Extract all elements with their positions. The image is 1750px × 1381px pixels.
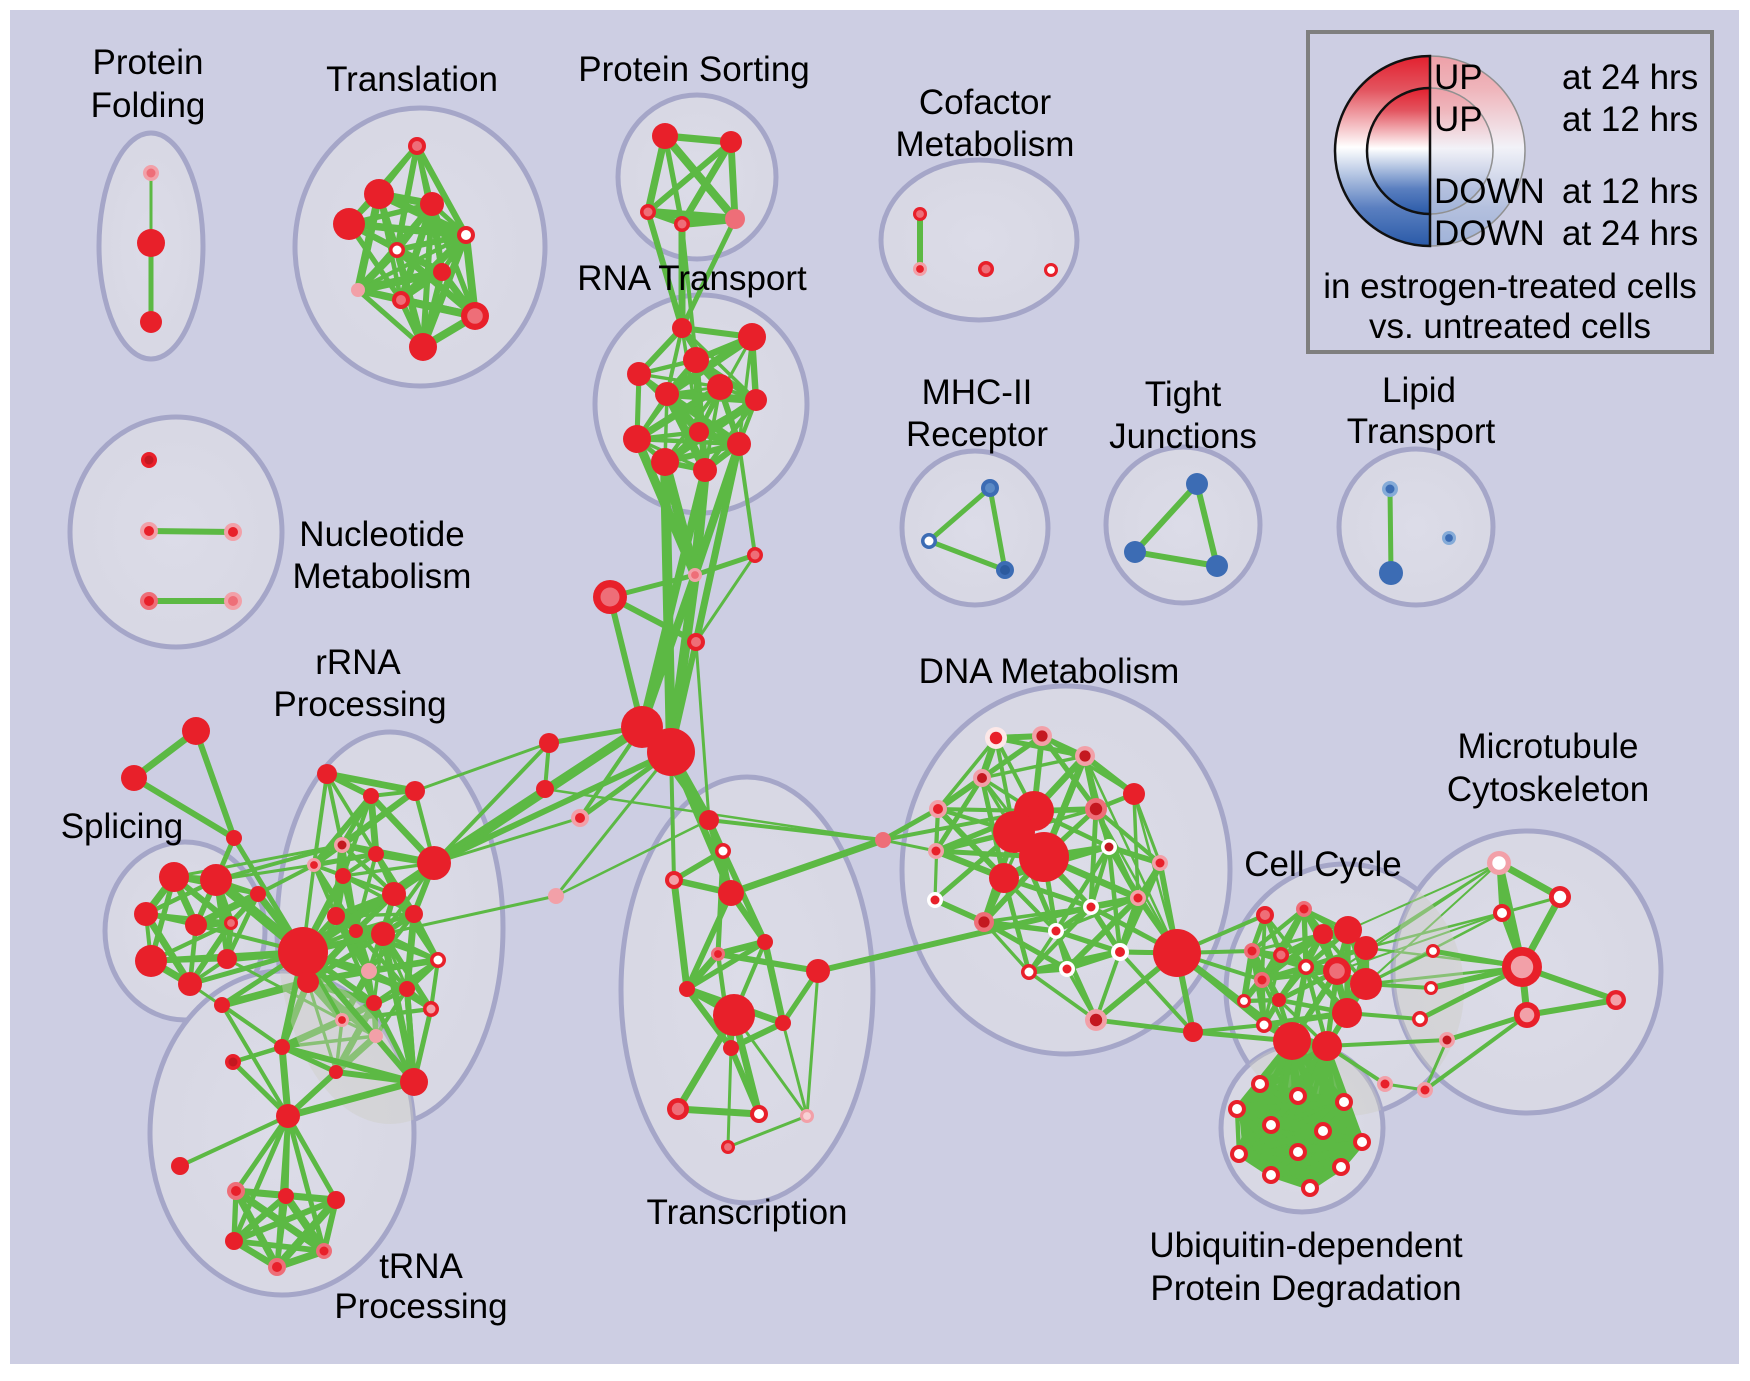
svg-text:Translation: Translation xyxy=(326,60,498,99)
svg-text:at 24 hrs: at 24 hrs xyxy=(1562,214,1698,253)
svg-text:DNA Metabolism: DNA Metabolism xyxy=(919,652,1180,691)
svg-text:MHC-II: MHC-II xyxy=(922,373,1033,412)
svg-text:Folding: Folding xyxy=(91,86,206,125)
svg-text:Tight: Tight xyxy=(1145,375,1222,414)
svg-text:Junctions: Junctions xyxy=(1109,417,1257,456)
svg-text:UP: UP xyxy=(1434,100,1483,139)
svg-text:vs. untreated cells: vs. untreated cells xyxy=(1369,307,1651,346)
svg-text:Nucleotide: Nucleotide xyxy=(299,515,464,554)
svg-text:Cytoskeleton: Cytoskeleton xyxy=(1447,770,1649,809)
svg-text:at 12 hrs: at 12 hrs xyxy=(1562,100,1698,139)
svg-text:Transcription: Transcription xyxy=(647,1193,848,1232)
svg-text:Protein Degradation: Protein Degradation xyxy=(1150,1269,1461,1308)
svg-text:Processing: Processing xyxy=(334,1287,507,1326)
svg-text:at 24 hrs: at 24 hrs xyxy=(1562,58,1698,97)
svg-text:Transport: Transport xyxy=(1347,412,1496,451)
svg-text:Cell Cycle: Cell Cycle xyxy=(1244,845,1402,884)
svg-text:Ubiquitin-dependent: Ubiquitin-dependent xyxy=(1149,1226,1463,1265)
svg-text:Microtubule: Microtubule xyxy=(1458,727,1639,766)
svg-text:Protein Sorting: Protein Sorting xyxy=(578,50,810,89)
svg-text:tRNA: tRNA xyxy=(379,1247,463,1286)
svg-text:DOWN: DOWN xyxy=(1434,214,1545,253)
svg-text:Protein: Protein xyxy=(93,43,204,82)
svg-text:UP: UP xyxy=(1434,58,1483,97)
svg-text:RNA Transport: RNA Transport xyxy=(577,259,807,298)
svg-text:Receptor: Receptor xyxy=(906,415,1048,454)
svg-text:Cofactor: Cofactor xyxy=(919,83,1052,122)
svg-text:at 12 hrs: at 12 hrs xyxy=(1562,172,1698,211)
svg-text:in estrogen-treated cells: in estrogen-treated cells xyxy=(1323,267,1697,306)
svg-text:Splicing: Splicing xyxy=(61,807,184,846)
svg-text:Metabolism: Metabolism xyxy=(293,557,472,596)
svg-text:DOWN: DOWN xyxy=(1434,172,1545,211)
svg-text:Lipid: Lipid xyxy=(1382,371,1456,410)
svg-text:Metabolism: Metabolism xyxy=(896,125,1075,164)
svg-text:Processing: Processing xyxy=(273,685,446,724)
svg-text:rRNA: rRNA xyxy=(315,643,401,682)
